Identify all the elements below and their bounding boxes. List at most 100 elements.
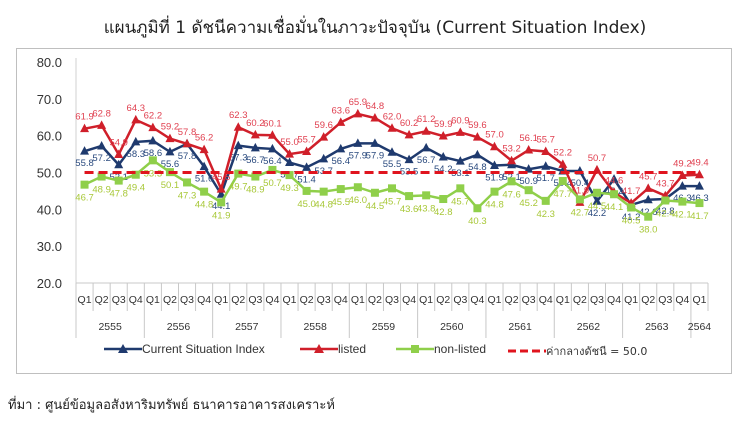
y-tick-label: 80.0 — [37, 55, 62, 70]
x-tick-label: Q4 — [539, 294, 553, 306]
data-label: 52.2 — [554, 147, 573, 158]
data-marker — [353, 138, 363, 147]
data-marker — [455, 127, 465, 136]
legend-label-csi: Current Situation Index — [142, 342, 265, 356]
data-label: 38.0 — [639, 225, 658, 236]
data-marker — [183, 178, 192, 187]
data-marker — [644, 212, 653, 221]
x-tick-label: Q2 — [436, 294, 450, 306]
data-label: 47.8 — [109, 189, 128, 200]
data-label: 49.2 — [673, 158, 692, 169]
data-label: 46.3 — [690, 193, 709, 204]
data-label: 47.3 — [178, 190, 197, 201]
data-label: 40.3 — [468, 216, 487, 227]
x-tick-label: Q4 — [129, 294, 143, 306]
data-label: 56.4 — [263, 156, 282, 167]
data-marker — [507, 177, 516, 186]
data-marker — [456, 184, 465, 193]
x-tick-label: Q4 — [607, 294, 621, 306]
data-label: 44.5 — [588, 201, 607, 212]
data-label: 53.1 — [451, 168, 470, 179]
x-tick-label: Q4 — [334, 294, 348, 306]
data-label: 57.2 — [92, 153, 111, 164]
data-label: 54.2 — [434, 164, 453, 175]
data-marker — [472, 149, 482, 159]
data-label: 65.9 — [349, 97, 368, 108]
data-label: 42.8 — [434, 207, 453, 218]
data-marker — [319, 153, 329, 163]
data-marker — [524, 186, 533, 195]
data-label: 57.8 — [178, 151, 197, 162]
data-label: 62.3 — [229, 110, 248, 121]
data-marker — [182, 138, 192, 148]
x-tick-label: Q3 — [522, 294, 536, 306]
y-tick-label: 60.0 — [37, 129, 62, 144]
data-marker — [678, 197, 687, 206]
data-label: 60.2 — [400, 118, 419, 129]
x-tick-label: Q3 — [248, 294, 262, 306]
legend-label-nonlisted: non-listed — [434, 342, 487, 356]
data-marker — [148, 135, 158, 145]
x-tick-label: Q4 — [675, 294, 689, 306]
x-tick-label: Q3 — [385, 294, 399, 306]
data-marker — [353, 108, 363, 118]
x-tick-label: Q2 — [505, 294, 519, 306]
data-marker — [627, 203, 636, 212]
data-marker — [114, 176, 123, 185]
data-label: 53.2 — [502, 144, 521, 155]
x-tick-label: Q1 — [214, 294, 228, 306]
data-marker — [302, 186, 311, 195]
x-tick-label: Q4 — [470, 294, 484, 306]
x-tick-label: Q4 — [197, 294, 211, 306]
data-marker — [541, 161, 551, 170]
x-tick-label: Q1 — [624, 294, 638, 306]
data-marker — [216, 184, 226, 193]
data-label: 57.8 — [178, 127, 197, 138]
data-marker — [472, 132, 482, 141]
data-label: 55.7 — [297, 135, 316, 146]
x-tick-label: Q1 — [692, 294, 706, 306]
data-marker — [404, 129, 414, 139]
data-marker — [114, 159, 124, 169]
data-label: 49.4 — [127, 183, 146, 194]
data-label: 51.7 — [536, 173, 555, 184]
data-marker — [370, 112, 380, 122]
legend-item-midline: ค่ากลางดัชนี = 50.0 — [508, 342, 647, 360]
y-tick-label: 50.0 — [37, 166, 62, 181]
x-tick-label: Q3 — [590, 294, 604, 306]
year-label: 2564 — [688, 321, 712, 333]
chart-frame — [16, 48, 732, 374]
data-label: 57.0 — [485, 130, 504, 141]
data-marker — [490, 187, 499, 196]
data-marker — [524, 164, 534, 173]
data-label: 41.9 — [571, 185, 590, 196]
y-tick-label: 30.0 — [37, 239, 62, 254]
data-marker — [285, 157, 295, 167]
x-tick-label: Q3 — [658, 294, 672, 306]
x-tick-label: Q1 — [283, 294, 297, 306]
data-label: 44.8 — [314, 200, 333, 211]
data-label: 49.3 — [280, 183, 299, 194]
data-marker — [234, 169, 243, 178]
data-label: 47.6 — [502, 189, 521, 200]
data-marker — [473, 204, 482, 213]
data-label: 42.7 — [571, 207, 590, 218]
data-label: 51.4 — [297, 174, 316, 185]
data-label: 42.8 — [656, 206, 675, 217]
data-label: 49.7 — [229, 182, 248, 193]
y-tick-label: 20.0 — [37, 276, 62, 291]
year-label: 2559 — [372, 321, 396, 333]
year-label: 2562 — [577, 321, 601, 333]
data-label: 53.3 — [144, 168, 163, 179]
x-tick-label: Q2 — [573, 294, 587, 306]
data-marker — [422, 191, 431, 200]
data-marker — [233, 140, 243, 150]
data-label: 60.9 — [451, 115, 470, 126]
data-marker — [455, 156, 465, 165]
data-marker — [541, 196, 550, 205]
data-marker — [438, 152, 448, 161]
data-label: 59.9 — [434, 119, 453, 130]
data-marker — [97, 172, 106, 181]
data-marker — [592, 196, 602, 205]
data-label: 42.3 — [536, 209, 555, 220]
